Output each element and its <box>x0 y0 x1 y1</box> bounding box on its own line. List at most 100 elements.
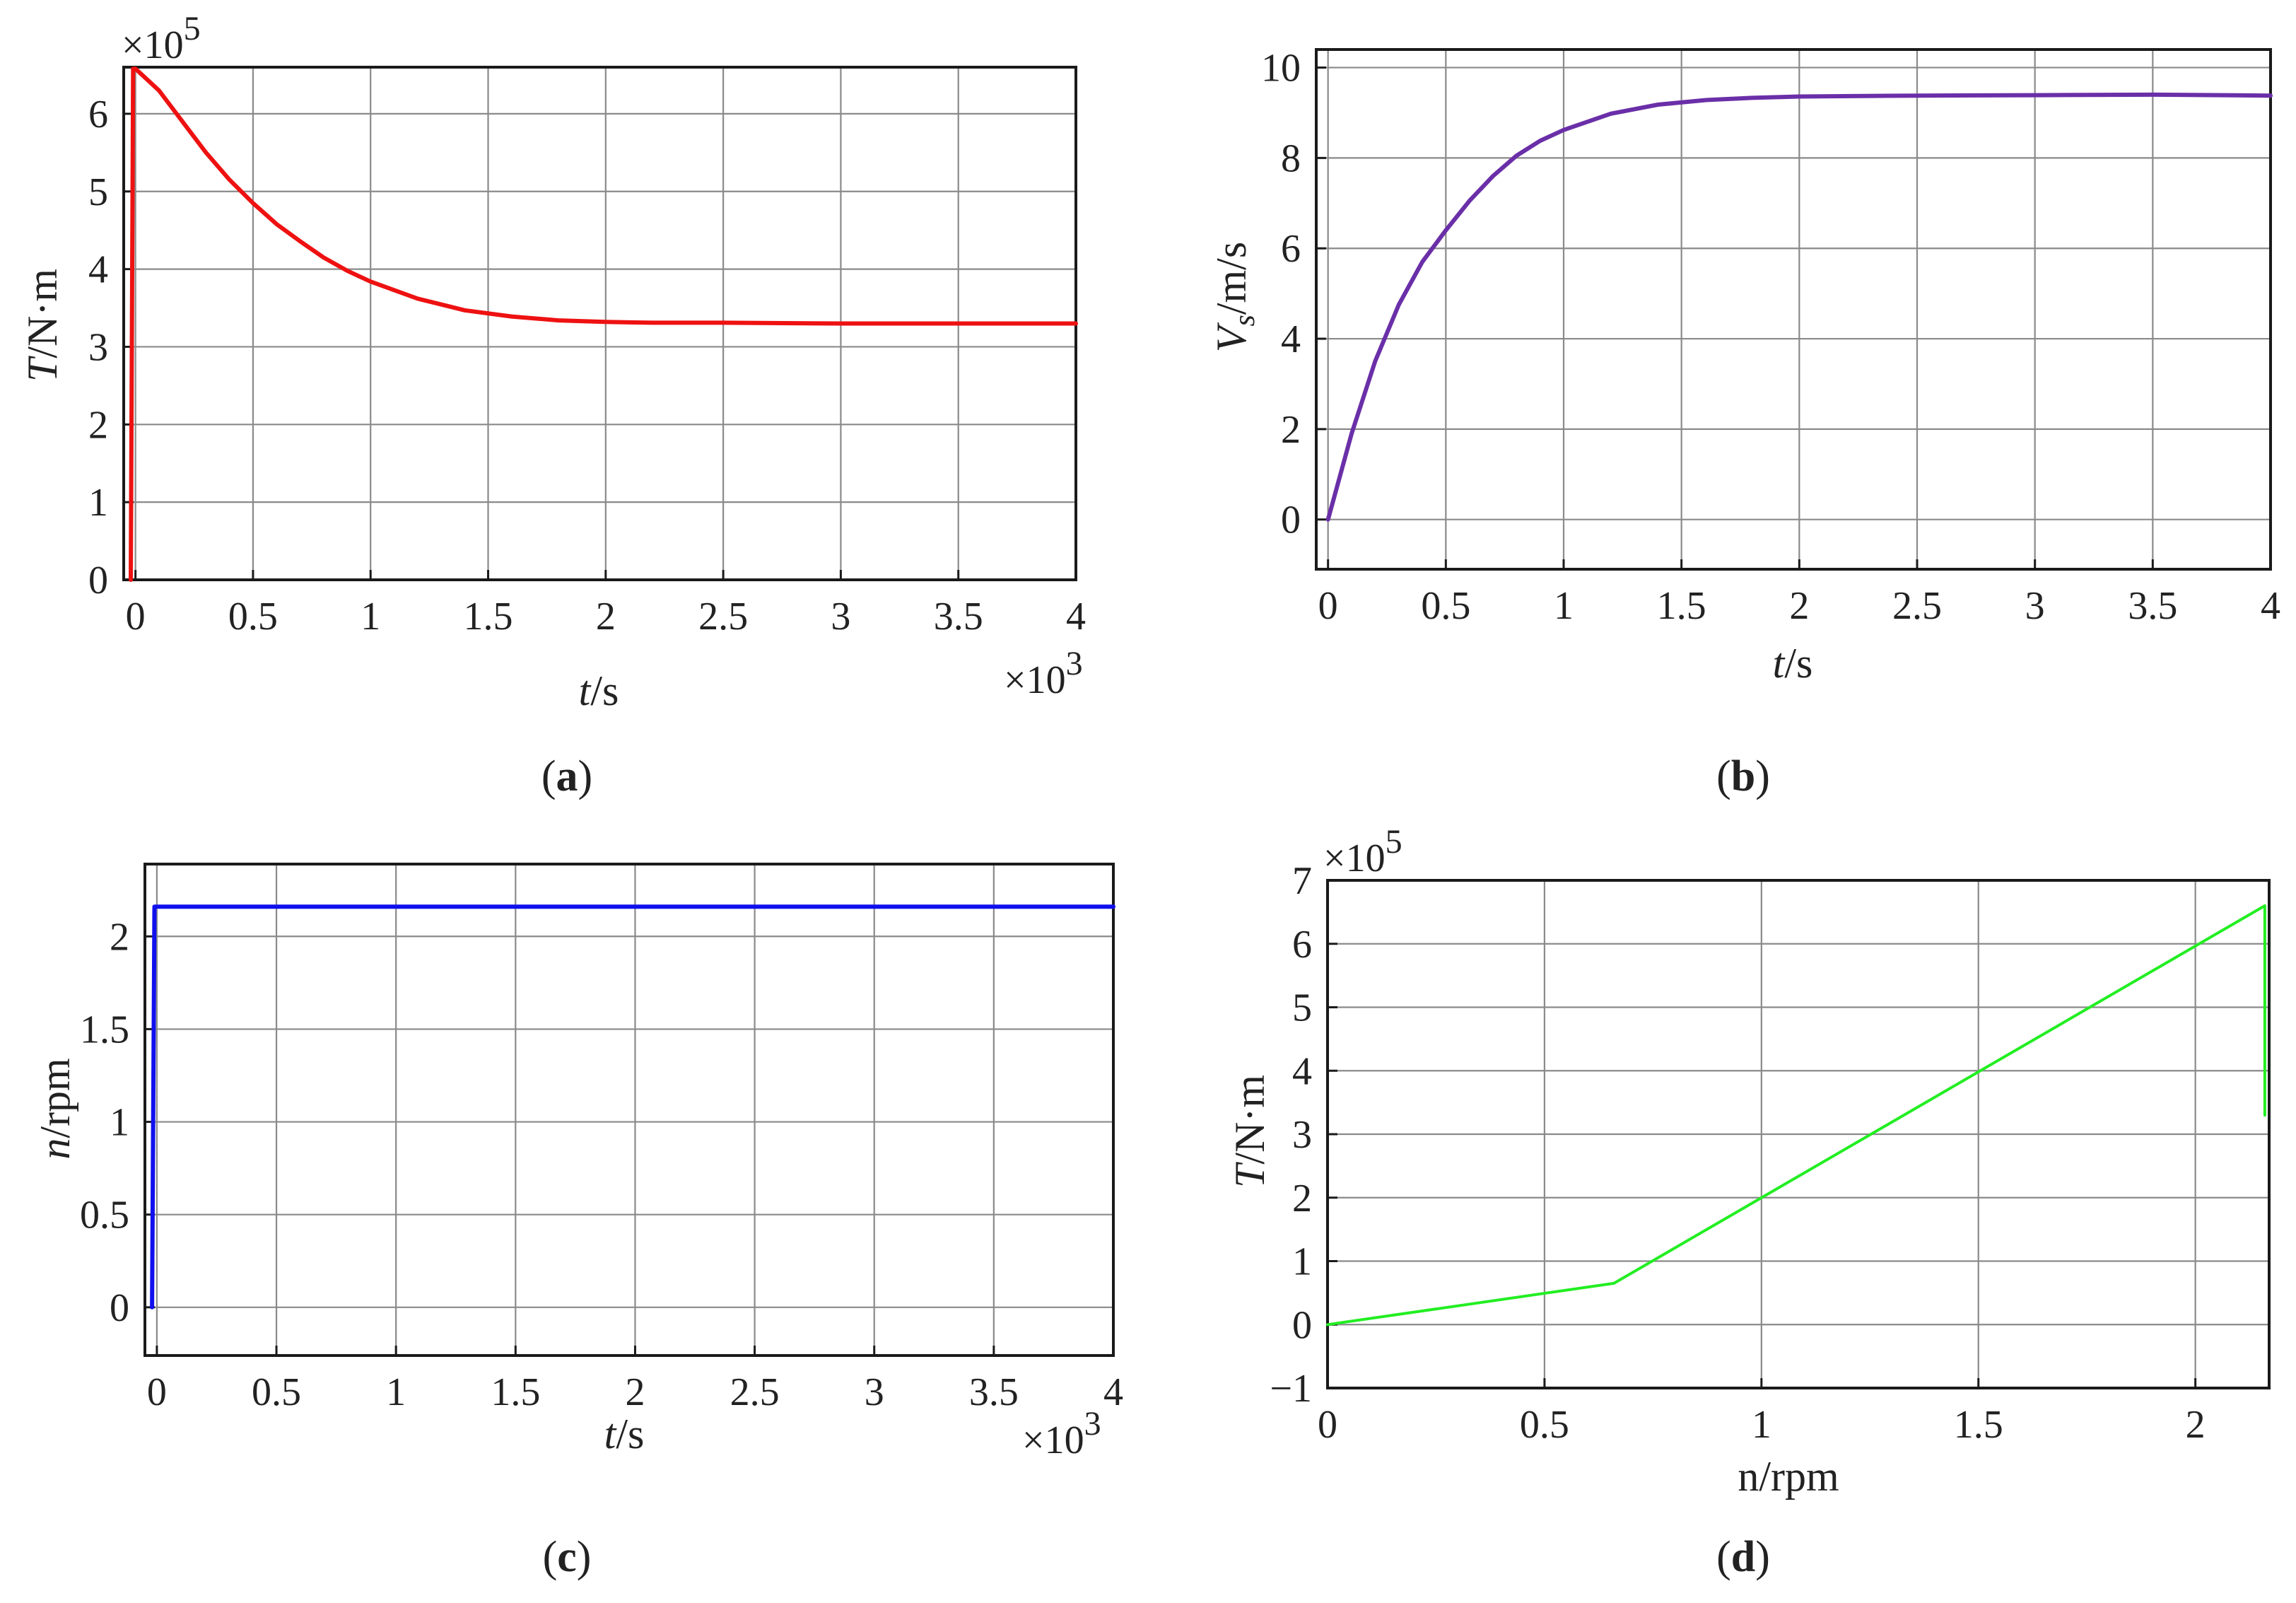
panel-c-x-tick-label: 4 <box>1103 1370 1123 1414</box>
panel-d-x-axis-var: n/rpm <box>1738 1453 1839 1500</box>
panel-b-y-tick-label: 4 <box>1281 317 1301 361</box>
panel-b-series-line <box>1325 92 2273 522</box>
panel-d-x-tick-label: 2 <box>2186 1403 2206 1447</box>
panel-c-x-tick-label: 2 <box>625 1370 645 1414</box>
panel-b-x-tick-label: 2 <box>1789 584 1809 628</box>
panel-c-y-axis-unit: /rpm <box>32 1058 78 1138</box>
panel-a-x-tick-label: 1.5 <box>464 595 513 639</box>
panel-b: 0 0.5 1 1.5 2 2.5 3 3.5 4 0 2 4 6 8 10 t/s Vs/m/s (b) <box>1208 47 2280 800</box>
panel-a-x-tick-label: 2 <box>596 595 616 639</box>
panel-d-y-multiplier-exp: 5 <box>1386 823 1402 861</box>
panel-d-y-axis-label: T/N·m <box>1226 1075 1273 1188</box>
panel-d-y-axis-unit: /N·m <box>1226 1075 1273 1165</box>
panel-c-x-multiplier-exp: 3 <box>1084 1405 1101 1442</box>
panel-a-y-tick-label: 0 <box>88 559 108 602</box>
panel-c-y-axis-label: n/rpm <box>32 1058 78 1159</box>
panel-d-y-tick-label: −1 <box>1270 1367 1312 1411</box>
panel-a-x-axis-label: t/s <box>579 668 619 714</box>
panel-c-y-tick-label: 1.5 <box>80 1008 129 1051</box>
panel-d-series-line <box>1326 904 2266 1327</box>
panel-b-y-tick-label: 8 <box>1281 136 1301 180</box>
panel-a-x-tick-label: 0.5 <box>228 595 278 639</box>
panel-a-x-tick-label: 0 <box>126 595 146 639</box>
panel-a-caption: (a) <box>541 752 592 800</box>
panel-b-x-tick-label: 3 <box>2025 584 2045 628</box>
panel-b-y-axis-var: V <box>1208 322 1255 352</box>
panel-b-y-axis-sub: s <box>1229 315 1261 326</box>
panel-b-x-axis-unit: /s <box>1784 640 1812 687</box>
panel-b-plot: 0 0.5 1 1.5 2 2.5 3 3.5 4 0 2 4 6 8 10 <box>1261 47 2280 628</box>
panel-c-x-axis-var: t <box>604 1411 617 1457</box>
panel-a-x-tick-label: 1 <box>361 595 380 639</box>
panel-c-y-tick-label: 2 <box>110 915 129 959</box>
panel-a-x-tick-label: 3.5 <box>934 595 983 639</box>
panel-b-x-axis-var: t <box>1773 640 1786 687</box>
panel-c-x-multiplier: ×103 <box>1022 1405 1101 1462</box>
panel-c-axes-frame <box>144 863 1115 1357</box>
panel-a-x-multiplier: ×103 <box>1004 645 1083 702</box>
panel-c-caption-letter: c <box>557 1533 577 1581</box>
panel-c-series-line <box>150 904 1115 1310</box>
panel-b-x-tick-label: 2.5 <box>1892 584 1942 628</box>
panel-b-axes-frame <box>1315 48 2272 571</box>
panel-b-x-tick-label: 0.5 <box>1421 584 1470 628</box>
panel-a-y-axis-label: T/N·m <box>19 269 66 382</box>
panel-d-x-tick-label: 0 <box>1318 1403 1337 1447</box>
panel-a-y-multiplier: ×105 <box>122 10 201 67</box>
panel-b-y-axis-unit: /m/s <box>1208 242 1255 315</box>
panel-b-x-tick-label: 4 <box>2261 584 2280 628</box>
panel-a-y-tick-label: 5 <box>88 170 108 214</box>
panel-a-y-tick-label: 4 <box>88 248 108 292</box>
panel-c-y-tick-label: 1 <box>110 1101 129 1145</box>
panel-b-y-tick-label: 6 <box>1281 227 1301 271</box>
panel-a-y-multiplier-exp: 5 <box>184 10 201 47</box>
panel-c-x-tick-label: 0 <box>147 1370 167 1414</box>
panel-c-x-tick-label: 3.5 <box>969 1370 1019 1414</box>
panel-c-y-tick-label: 0 <box>110 1286 129 1330</box>
panel-d-y-axis-var: T <box>1226 1162 1273 1188</box>
panel-d-caption: (d) <box>1716 1533 1770 1581</box>
panel-d-x-tick-label: 1.5 <box>1954 1403 2003 1447</box>
panel-d-x-tick-label: 0.5 <box>1520 1403 1569 1447</box>
panel-a-y-tick-label: 1 <box>88 481 108 525</box>
panel-b-x-tick-label: 1.5 <box>1657 584 1706 628</box>
panel-a-y-axis-unit: /N·m <box>19 269 66 359</box>
panel-a-y-tick-label: 3 <box>88 325 108 369</box>
panel-c-x-multiplier-base: ×10 <box>1022 1418 1084 1462</box>
panel-d-y-tick-label: 6 <box>1292 923 1312 967</box>
panel-b-x-axis-label: t/s <box>1773 640 1813 687</box>
panel-b-caption: (b) <box>1716 752 1770 800</box>
panel-c-caption: (c) <box>543 1533 592 1581</box>
panel-a-x-axis-unit: /s <box>590 668 619 714</box>
panel-c-x-tick-label: 0.5 <box>252 1370 301 1414</box>
panel-a-y-tick-label: 6 <box>88 93 108 136</box>
panel-a-x-tick-label: 3 <box>831 595 850 639</box>
panel-c-y-axis-var: n <box>32 1138 78 1160</box>
panel-a-y-axis-var: T <box>19 356 66 382</box>
panel-d-y-tick-label: 1 <box>1292 1240 1312 1284</box>
panel-d-y-tick-label: 5 <box>1292 986 1312 1030</box>
panel-c-plot: 0 0.5 1 1.5 2 2.5 3 3.5 4 0 0.5 1 1.5 2 <box>80 863 1123 1414</box>
panel-b-y-axis-label: Vs/m/s <box>1208 242 1261 352</box>
panel-d-y-tick-label: 3 <box>1292 1113 1312 1157</box>
panel-b-x-tick-label: 0 <box>1318 584 1338 628</box>
panel-d-x-axis-label: n/rpm <box>1738 1453 1839 1500</box>
panel-c-x-tick-label: 3 <box>865 1370 884 1414</box>
panel-c-x-axis-unit: /s <box>616 1411 644 1457</box>
panel-b-caption-letter: b <box>1731 752 1755 800</box>
panel-b-x-tick-label: 3.5 <box>2128 584 2177 628</box>
panel-a-x-multiplier-base: ×10 <box>1004 658 1066 702</box>
panel-c-x-tick-label: 2.5 <box>730 1370 780 1414</box>
panel-d-y-multiplier-base: ×10 <box>1323 837 1386 880</box>
panel-c-y-tick-label: 0.5 <box>80 1194 129 1237</box>
panel-d-y-tick-label: 0 <box>1292 1303 1312 1347</box>
panel-d-y-multiplier: ×105 <box>1323 823 1402 880</box>
panel-a-y-tick-label: 2 <box>88 403 108 447</box>
panel-a-series-line <box>129 66 1078 582</box>
panel-d-y-tick-label: 2 <box>1292 1177 1312 1220</box>
panel-a-plot: 0 0.5 1 1.5 2 2.5 3 3.5 4 0 1 2 3 4 5 6 <box>88 66 1086 639</box>
